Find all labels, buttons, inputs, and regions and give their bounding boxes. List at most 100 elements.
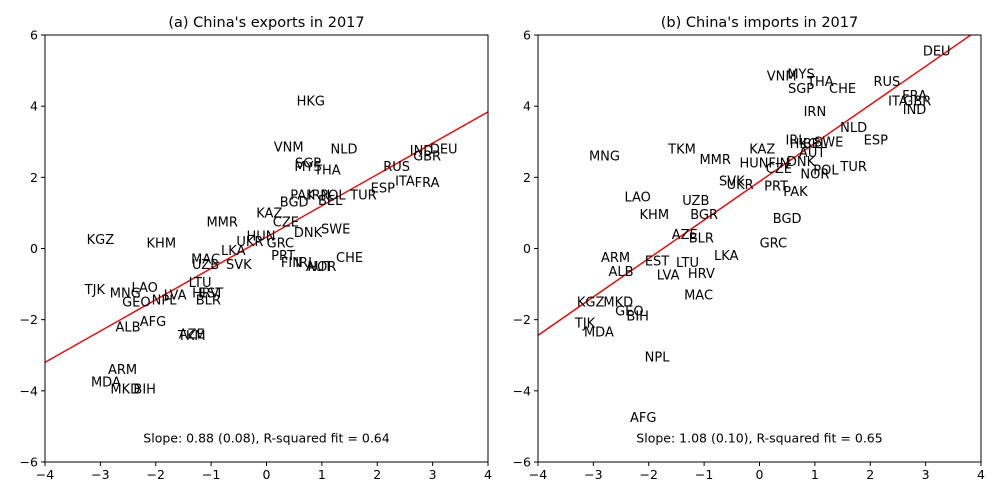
point-label-geo: GEO	[122, 295, 151, 310]
point-label-hkg: HKG	[790, 137, 818, 152]
point-label-tkm: TKM	[177, 329, 206, 344]
y-tick-label: 6	[523, 28, 531, 43]
point-label-bgd: BGD	[773, 212, 802, 227]
point-label-bgr: BGR	[690, 208, 718, 223]
point-label-swe: SWE	[321, 222, 350, 237]
point-label-rus: RUS	[383, 160, 410, 175]
y-tick-label: −4	[513, 383, 531, 398]
point-label-mys: MYS	[294, 160, 321, 175]
y-tick-label: 0	[523, 241, 531, 256]
point-label-est: EST	[199, 286, 223, 301]
point-label-aut: AUT	[306, 260, 332, 275]
point-label-tjk: TJK	[574, 317, 596, 332]
point-label-khm: KHM	[640, 208, 670, 223]
x-tick-label: −2	[147, 467, 165, 482]
point-label-bih: BIH	[133, 383, 156, 398]
point-label-blr: BLR	[196, 294, 221, 309]
point-label-gbr: GBR	[413, 149, 441, 164]
point-label-cze: CZE	[766, 162, 792, 177]
x-tick-label: 0	[756, 467, 764, 482]
y-tick-label: 2	[30, 170, 38, 185]
point-label-lva: LVA	[164, 288, 187, 303]
x-tick-label: 3	[429, 467, 437, 482]
point-label-lka: LKA	[714, 249, 739, 264]
point-label-mys: MYS	[787, 68, 814, 83]
point-label-lao: LAO	[131, 281, 157, 296]
point-label-pol: POL	[320, 189, 346, 204]
point-label-kgz: KGZ	[577, 295, 605, 310]
point-label-irn: IRN	[308, 189, 331, 204]
point-label-mda: MDA	[91, 375, 121, 390]
point-label-uzb: UZB	[682, 194, 709, 209]
x-tick-label: 3	[922, 467, 930, 482]
point-label-prt: PRT	[764, 180, 788, 195]
point-label-dnk: DNK	[787, 155, 816, 170]
point-label-sgp: SGP	[295, 157, 321, 172]
point-label-gbr: GBR	[903, 94, 931, 109]
point-label-pol: POL	[813, 164, 839, 179]
point-label-mng: MNG	[589, 149, 620, 164]
y-tick-label: −6	[20, 455, 38, 470]
point-label-nor: NOR	[307, 260, 336, 275]
point-label-rus: RUS	[873, 75, 900, 90]
point-label-hkg: HKG	[297, 94, 325, 109]
point-label-mda: MDA	[584, 326, 614, 341]
point-label-vnm: VNM	[767, 69, 797, 84]
point-label-irl: IRL	[785, 133, 806, 148]
point-label-cze: CZE	[273, 215, 299, 230]
point-label-ind: IND	[410, 144, 434, 159]
chart-title: (a) China's exports in 2017	[168, 15, 364, 31]
point-label-irl: IRL	[295, 256, 316, 271]
point-label-kgz: KGZ	[87, 233, 115, 248]
point-label-ukr: UKR	[727, 178, 754, 193]
point-label-ltu: LTU	[189, 276, 212, 291]
point-label-ita: ITA	[395, 174, 415, 189]
point-label-kaz: KAZ	[256, 206, 282, 221]
point-label-tha: THA	[806, 75, 834, 90]
point-label-deu: DEU	[923, 45, 951, 60]
point-label-nld: NLD	[840, 121, 867, 136]
point-label-aut: AUT	[799, 146, 825, 161]
point-label-arm: ARM	[601, 251, 630, 266]
point-label-che: CHE	[829, 82, 856, 97]
fit-annotation: Slope: 0.88 (0.08), R-squared fit = 0.64	[143, 430, 389, 445]
point-label-kaz: KAZ	[749, 142, 775, 157]
y-tick-label: −6	[513, 455, 531, 470]
point-label-aze: AZE	[179, 327, 205, 342]
point-label-npl: NPL	[645, 351, 671, 366]
x-tick-label: 4	[484, 467, 492, 482]
point-label-nld: NLD	[331, 142, 358, 157]
point-label-bgd: BGD	[280, 196, 309, 211]
point-label-svk: SVK	[226, 258, 252, 273]
x-tick-label: −4	[36, 467, 54, 482]
point-label-hun: HUN	[739, 157, 768, 172]
x-tick-label: 4	[977, 467, 985, 482]
point-label-ind: IND	[903, 103, 927, 118]
x-tick-label: −2	[640, 467, 658, 482]
point-label-tha: THA	[313, 164, 341, 179]
x-tick-label: −1	[695, 467, 713, 482]
point-label-mkd: MKD	[603, 295, 633, 310]
point-label-khm: KHM	[147, 237, 177, 252]
point-label-hrv: HRV	[192, 286, 219, 301]
point-label-nor: NOR	[800, 167, 829, 182]
point-label-mmr: MMR	[699, 153, 730, 168]
point-label-ltu: LTU	[676, 256, 699, 271]
x-tick-label: 2	[866, 467, 874, 482]
point-label-irn: IRN	[804, 105, 827, 120]
point-label-arm: ARM	[108, 363, 137, 378]
point-label-alb: ALB	[116, 320, 141, 335]
point-label-prt: PRT	[271, 249, 295, 264]
point-label-afg: AFG	[140, 315, 166, 330]
point-label-bel: BEL	[803, 137, 828, 152]
point-label-ita: ITA	[888, 94, 908, 109]
point-label-che: CHE	[336, 251, 363, 266]
point-label-mng: MNG	[110, 286, 141, 301]
point-label-fra: FRA	[902, 89, 927, 104]
point-label-bih: BIH	[626, 310, 649, 325]
